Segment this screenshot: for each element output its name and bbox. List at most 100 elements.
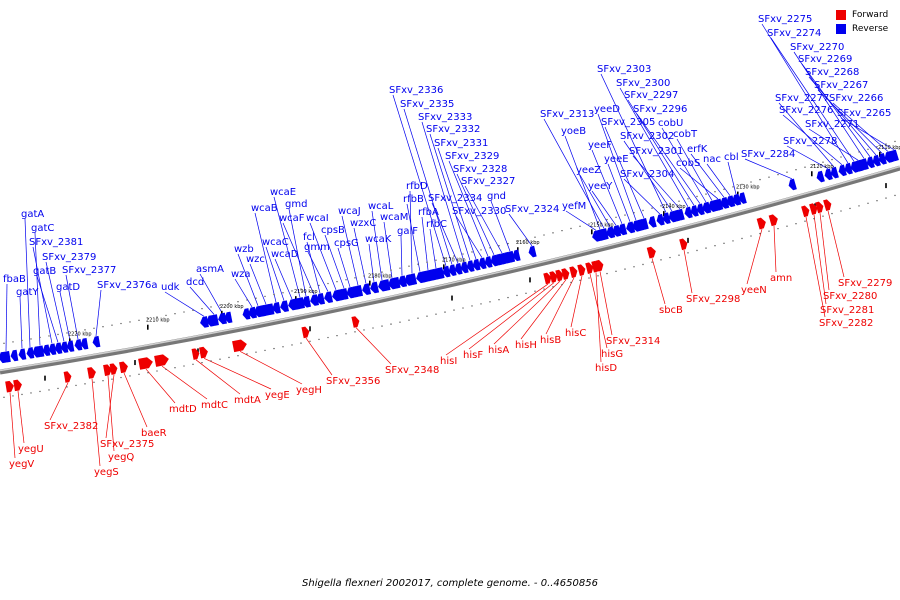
forward-swatch <box>836 10 846 20</box>
track-dot <box>732 240 734 242</box>
gene-arrow-unlabeled <box>816 170 825 183</box>
track-dot <box>894 194 896 197</box>
gene-arrow-sfxv-2379 <box>60 341 69 353</box>
connector-sfxv-2328 <box>456 173 495 256</box>
gene-arrow-sfxv-2305 <box>640 218 649 230</box>
gene-arrow-sfxv-2303 <box>662 212 671 224</box>
track-dot <box>120 376 122 379</box>
track-dot <box>21 339 23 342</box>
track-dot <box>723 242 725 245</box>
minor-mark <box>134 360 136 366</box>
connector-rfbc <box>429 228 437 269</box>
gene-arrow-sfxv-2304 <box>656 213 665 226</box>
connector-hisb <box>545 277 575 335</box>
track-dot <box>363 329 365 331</box>
gene-label-sbcb: sbcB <box>659 305 683 316</box>
connector-cobt <box>676 138 713 201</box>
reverse-swatch <box>836 24 846 34</box>
track-dot <box>777 173 779 176</box>
gene-arrow-sfxv-2333 <box>460 261 469 274</box>
gene-label-sfxv-2284: SFxv_2284 <box>741 149 795 160</box>
gene-label-sfxv-2269: SFxv_2269 <box>798 54 852 65</box>
connector-wcab <box>254 212 277 303</box>
track-dot <box>408 265 410 267</box>
connector-sfxv-2376a <box>95 289 102 336</box>
connector-yeen <box>746 228 763 285</box>
track-dot <box>183 311 185 313</box>
gene-arrow-cobt <box>708 200 718 212</box>
track-dot <box>525 292 527 295</box>
gene-label-gnd: gnd <box>487 191 506 202</box>
connector-sfxv-2329 <box>448 160 489 257</box>
track-dot <box>453 255 455 257</box>
gene-label-sfxv-2281: SFxv_2281 <box>820 305 874 316</box>
gene-label-sfxv-2324: SFxv_2324 <box>505 204 559 215</box>
gene-label-sfxv-2270: SFxv_2270 <box>790 42 844 53</box>
connector-cobs <box>679 167 719 200</box>
gene-label-wza: wza <box>231 269 251 280</box>
gene-arrows <box>0 149 899 393</box>
gene-arrow-unlabeled <box>80 338 89 350</box>
gene-arrow-sfxv-2336 <box>442 265 451 278</box>
track-dot <box>660 259 662 261</box>
tick-mark <box>811 171 813 177</box>
connector-wcac <box>265 246 285 301</box>
track-dot <box>750 235 752 237</box>
gene-label-sfxv-2280: SFxv_2280 <box>823 291 877 302</box>
gene-arrow-sfxv-2327 <box>498 252 507 265</box>
gene-label-yegq: yegQ <box>108 452 134 463</box>
tick-label: 2200 kbp <box>220 304 244 310</box>
tick-label: 2130 kbp <box>736 185 760 191</box>
gene-label-gmd: gmd <box>285 199 307 210</box>
gene-arrow-wcai <box>332 289 342 302</box>
gene-arrow-sfxv-2279 <box>823 199 832 211</box>
connector-sfxv-2296 <box>636 113 701 204</box>
gene-label-sfxv-2297: SFxv_2297 <box>624 90 678 101</box>
gene-label-gatc: gatC <box>31 223 54 234</box>
track-dot <box>867 148 869 151</box>
connector-gnd <box>490 200 511 252</box>
gene-label-wcae: wcaE <box>270 187 296 198</box>
connector-sfxv-2333 <box>421 121 465 262</box>
gene-label-sfxv-2296: SFxv_2296 <box>633 104 687 115</box>
track-dot <box>678 254 680 256</box>
gene-arrow-mdtd <box>138 357 153 370</box>
connector-cobu <box>661 127 707 203</box>
tick-label: 2160 kbp <box>516 240 540 246</box>
gene-arrow-sfxv-2376a <box>92 335 101 348</box>
track-dot <box>201 361 203 364</box>
connector-asma <box>199 273 223 314</box>
minor-mark <box>44 375 46 381</box>
connector-sfxv-2375 <box>105 374 115 439</box>
track-dot <box>732 186 734 188</box>
gene-label-rfba: rfbA <box>418 207 439 218</box>
track-dot <box>327 336 329 339</box>
gene-label-asma: asmA <box>196 264 224 275</box>
connector-cpsg <box>337 247 351 288</box>
gene-label-rfbb: rfbB <box>403 194 424 205</box>
gene-label-sfxv-2381: SFxv_2381 <box>29 237 83 248</box>
connector-hisi <box>445 283 549 356</box>
track-dot <box>48 389 50 391</box>
gene-arrow-fbab <box>2 350 11 363</box>
gene-arrow-sfxv-2356 <box>301 326 310 339</box>
tick-label: 2190 kbp <box>294 289 318 295</box>
track-dot <box>417 263 419 265</box>
legend-forward-label: Forward <box>852 10 889 20</box>
track-dot <box>795 223 797 225</box>
gene-label-sfxv-2275: SFxv_2275 <box>758 14 812 25</box>
gene-label-sfxv-2298: SFxv_2298 <box>686 294 740 305</box>
gene-arrow-yege <box>199 346 208 359</box>
connector-sfxv-2379 <box>45 261 65 342</box>
tick-mark <box>591 229 593 235</box>
gene-label-hisg: hisG <box>601 349 623 360</box>
connector-sfxv-2331 <box>437 147 477 260</box>
connector-cbl <box>727 161 737 195</box>
gene-arrow-sfxv-2328 <box>490 254 499 267</box>
tick-label: 2170 kbp <box>442 257 466 263</box>
gene-arrow-mdta <box>191 348 200 360</box>
track-dot <box>426 261 428 263</box>
gene-label-sfxv-2314: SFxv_2314 <box>606 336 660 347</box>
connector-sfxv-2335 <box>403 108 453 265</box>
gene-arrow-sfxv-2375 <box>109 363 118 375</box>
